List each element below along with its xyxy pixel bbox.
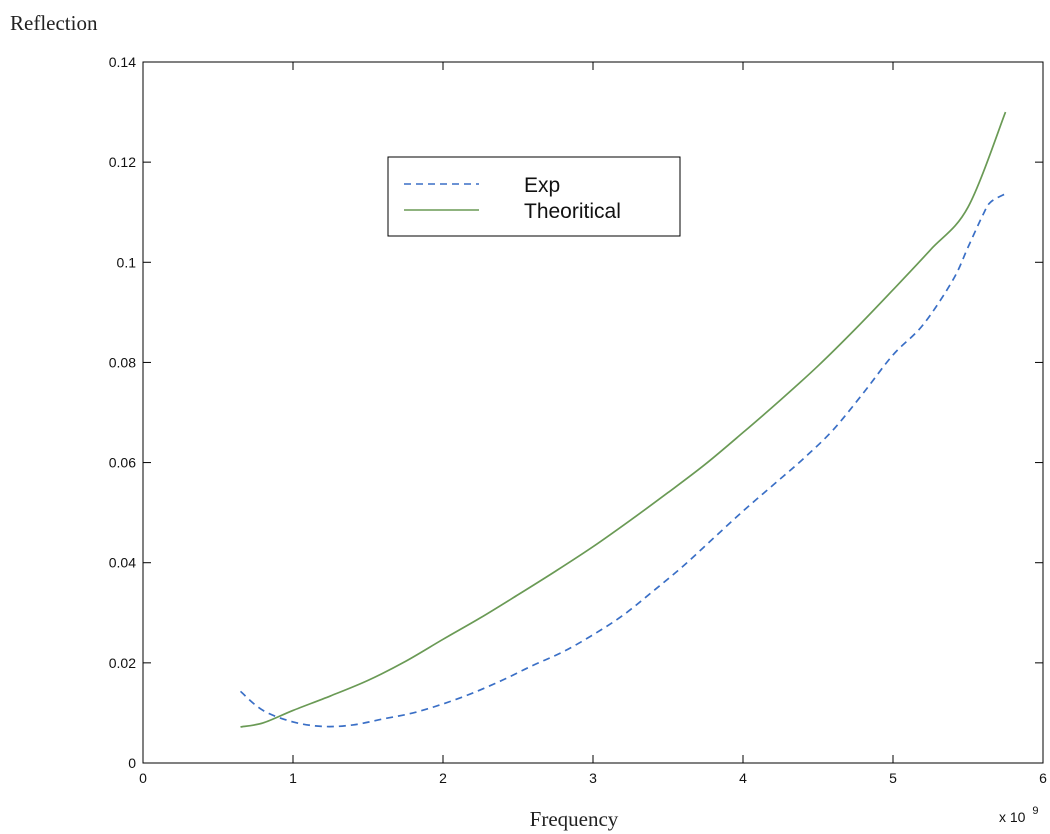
y-tick-label: 0.1 xyxy=(117,254,137,270)
y-tick-label: 0.14 xyxy=(109,54,136,70)
x-tick-label: 1 xyxy=(289,770,297,786)
legend-label-exp: Exp xyxy=(524,174,560,197)
legend-label-theoritical: Theoritical xyxy=(524,200,621,223)
legend: Exp Theoritical xyxy=(388,157,680,236)
x-tick-label: 5 xyxy=(889,770,897,786)
x-axis-label: Frequency xyxy=(530,807,619,831)
x-axis-multiplier: x 10 9 xyxy=(999,805,1038,825)
x-axis-multiplier-exponent: 9 xyxy=(1032,805,1038,817)
y-tick-label: 0.08 xyxy=(109,354,136,370)
x-tick-label: 2 xyxy=(439,770,447,786)
x-tick-label: 0 xyxy=(139,770,147,786)
y-tick-label: 0.06 xyxy=(109,455,136,471)
y-axis-label: Reflection xyxy=(10,11,98,35)
series-line-exp xyxy=(241,194,1006,727)
x-axis-multiplier-base: x 10 xyxy=(999,809,1026,825)
x-tick-label: 4 xyxy=(739,770,747,786)
y-tick-label: 0.12 xyxy=(109,154,136,170)
y-tick-label: 0.02 xyxy=(109,655,136,671)
x-tick-label: 6 xyxy=(1039,770,1047,786)
y-tick-label: 0 xyxy=(128,755,136,771)
x-tick-label: 3 xyxy=(589,770,597,786)
y-tick-label: 0.04 xyxy=(109,555,136,571)
